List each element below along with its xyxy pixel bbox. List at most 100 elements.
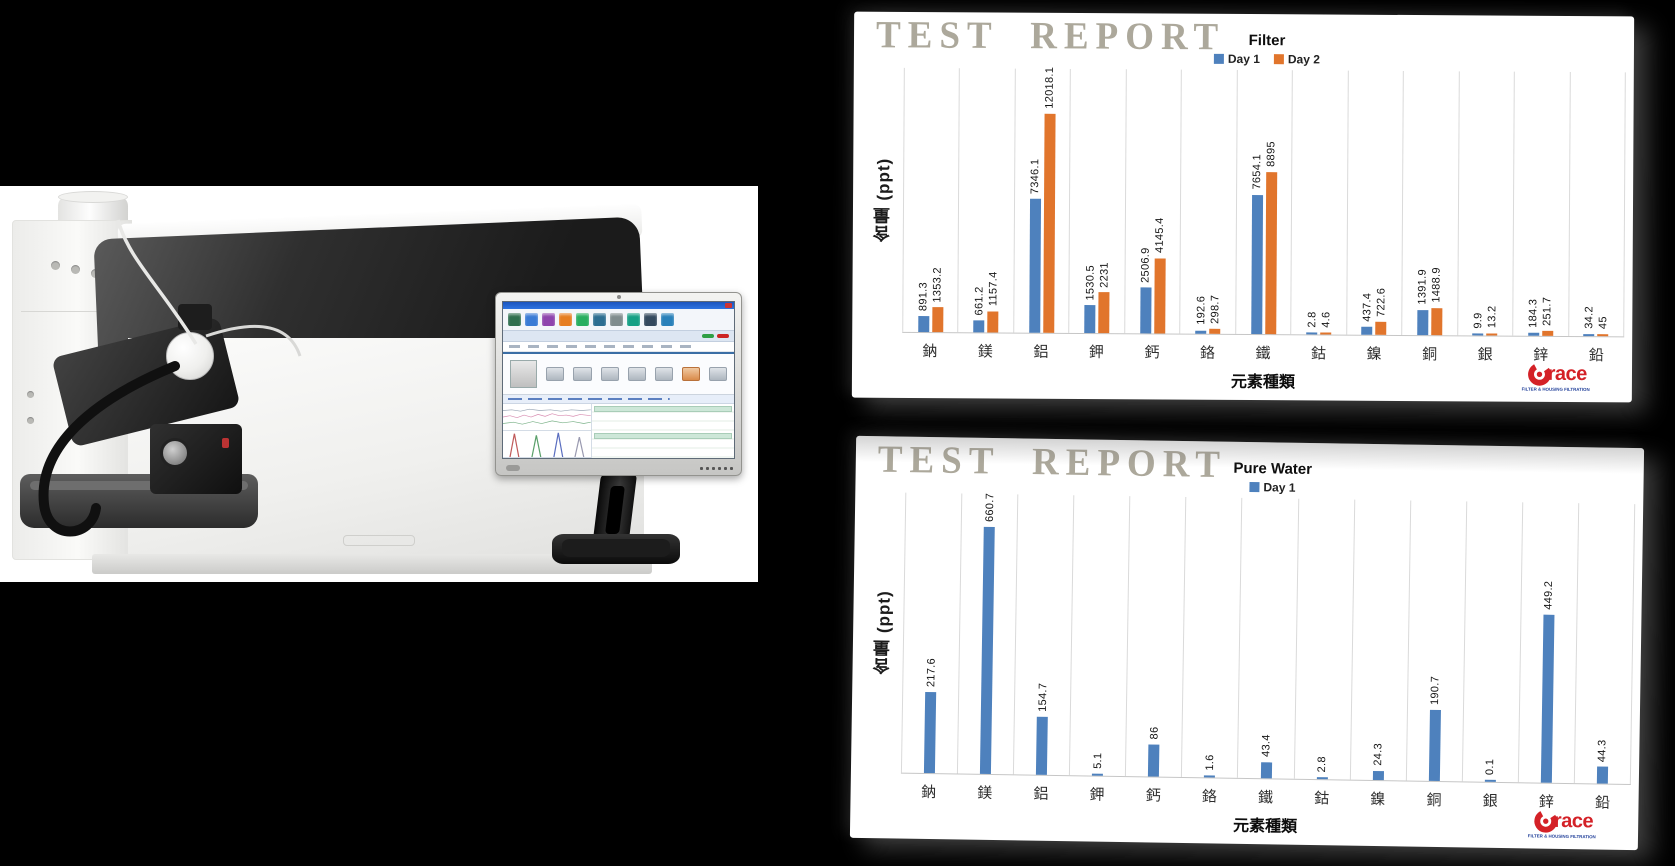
bar-value-label: 251.7	[1541, 297, 1554, 327]
bar-value-label: 154.7	[1036, 682, 1050, 713]
front-latch	[343, 535, 415, 546]
bar-group: 660.7	[980, 493, 996, 774]
app-icon	[644, 313, 657, 326]
category-cell: 192.6 298.7	[1179, 69, 1237, 334]
category-cell: 660.7	[956, 493, 1018, 775]
grace-logo-text: race	[1547, 362, 1587, 386]
bar: 12018.1	[1042, 67, 1056, 333]
bar-group: 86	[1148, 496, 1163, 777]
category-cell: 154.7	[1013, 494, 1074, 776]
legend-label: Day 1	[1263, 480, 1296, 495]
bar: 1.6	[1204, 754, 1216, 778]
bar-group: 154.7	[1036, 495, 1051, 775]
bar: 8895	[1264, 142, 1277, 335]
category-cell: 891.3 1353.2	[902, 67, 960, 333]
category-cell: 7346.1 12018.1	[1013, 67, 1071, 333]
schematic-part-icon	[600, 367, 619, 381]
bar-value-label: 891.3	[917, 281, 930, 311]
legend-label: Day 1	[1227, 51, 1260, 67]
instrument-base	[92, 554, 652, 574]
x-tick-label: 鎳	[1366, 345, 1382, 363]
bar: 44.3	[1597, 739, 1609, 784]
bar: 251.7	[1542, 297, 1554, 336]
bar-value-label: 660.7	[983, 493, 996, 523]
legend-label: Day 2	[1287, 52, 1320, 67]
app-icon	[508, 313, 521, 326]
monitor-brand-badge	[506, 465, 520, 471]
category-cell: 217.6	[900, 492, 962, 774]
category-cell: 1391.9 1488.9	[1401, 70, 1459, 336]
bar-group: 190.7	[1428, 501, 1444, 782]
x-tick-label: 鈉	[922, 343, 938, 361]
bar-value-label: 5.1	[1091, 752, 1105, 769]
bar-value-label: 1488.9	[1430, 267, 1444, 304]
category-cell: 661.2 1157.4	[957, 68, 1015, 333]
screw	[27, 417, 34, 424]
bar-group: 44.3	[1597, 504, 1612, 784]
app-icon	[525, 313, 538, 326]
bar: 184.3	[1528, 298, 1540, 336]
bar-value-label: 4.6	[1319, 311, 1332, 328]
bar-group: 34.2 45	[1583, 72, 1611, 337]
legend-item: Day 1	[1249, 480, 1296, 495]
x-tick-label: 鎂	[977, 343, 993, 361]
monitor-buttons	[700, 467, 733, 470]
category-cell: 5.1	[1069, 495, 1130, 777]
bar-value-label: 1391.9	[1416, 269, 1430, 305]
bar-value-label: 8895	[1265, 141, 1278, 168]
bar-value-label: 217.6	[924, 657, 938, 687]
bar-value-label: 449.2	[1542, 580, 1556, 611]
bar: 1157.4	[987, 272, 999, 333]
y-axis-title-text: 含量 (ppt)	[872, 590, 894, 676]
bar-group: 7654.1 8895	[1250, 70, 1277, 335]
bar: 0.1	[1484, 759, 1497, 782]
bar-value-label: 2.8	[1316, 755, 1329, 773]
category-cell: 9.9 13.2	[1456, 71, 1514, 336]
app-content	[503, 404, 734, 458]
bar: 86	[1148, 727, 1161, 777]
x-tick-label: 鈉	[921, 783, 937, 802]
app-toolbar-icons	[503, 309, 734, 331]
bar-group: 192.6 298.7	[1195, 70, 1222, 334]
category-cell: 34.2 45	[1567, 71, 1626, 337]
app-icon	[576, 313, 589, 326]
bar-group: 437.4 722.6	[1361, 71, 1389, 335]
bar: 45	[1597, 316, 1609, 337]
x-tick-label: 鐵	[1255, 345, 1271, 363]
schematic-source-icon	[510, 360, 538, 388]
legend-swatch-icon	[1249, 482, 1260, 493]
bar-group: 449.2	[1540, 503, 1556, 783]
bar: 13.2	[1486, 306, 1498, 336]
category-cell: 43.4	[1237, 497, 1298, 779]
bar: 2231	[1098, 262, 1110, 334]
bar-value-label: 86	[1148, 726, 1161, 740]
bar-value-label: 44.3	[1596, 739, 1609, 763]
y-axis-title: 含量 (ppt)	[862, 68, 904, 333]
torch-fitting	[178, 304, 212, 330]
bar: 34.2	[1583, 306, 1595, 337]
trace-plot	[503, 404, 591, 431]
bar: 1530.5	[1084, 265, 1096, 334]
grace-logo-g-swirl-icon	[1527, 362, 1551, 386]
category-cell: 24.3	[1349, 499, 1410, 781]
status-red-indicator	[717, 334, 729, 338]
bar: 722.6	[1375, 288, 1387, 335]
category-cell: 7654.1 8895	[1235, 69, 1293, 335]
bar-group: 1530.5 2231	[1084, 69, 1111, 334]
app-icon	[593, 313, 606, 326]
category-cell: 2.8	[1293, 498, 1354, 780]
x-tick-label: 鈷	[1311, 345, 1327, 363]
bar-value-label: 2506.9	[1139, 247, 1152, 283]
test-report-stamp: TEST REPORT	[875, 13, 1226, 59]
bar: 891.3	[918, 282, 930, 333]
screw	[27, 391, 34, 398]
x-tick-label: 銅	[1422, 346, 1438, 364]
bar-group: 9.9 13.2	[1472, 71, 1500, 336]
app-menu-row	[503, 342, 734, 352]
bar-group: 217.6	[923, 493, 939, 774]
bar: 192.6	[1195, 296, 1207, 334]
category-cell: 1530.5 2231	[1068, 68, 1126, 334]
bar-value-label: 45	[1597, 316, 1610, 330]
panel-seam	[21, 311, 123, 312]
